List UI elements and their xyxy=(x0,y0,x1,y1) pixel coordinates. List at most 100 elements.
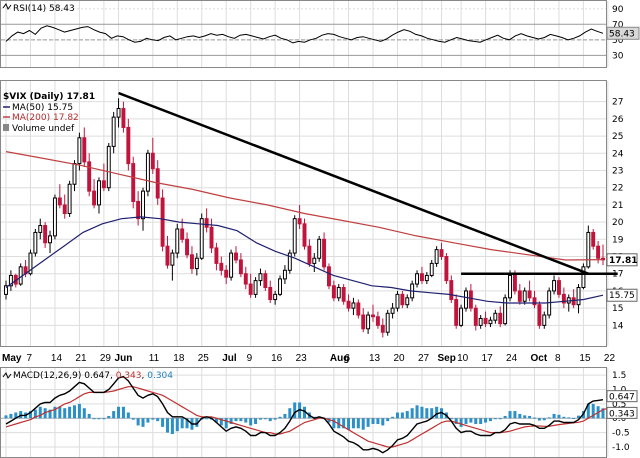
candle-body-23 xyxy=(116,108,121,118)
macd-hist-bar-51 xyxy=(254,418,258,424)
candle-body-1 xyxy=(8,274,13,287)
macd-hist-bar-13 xyxy=(68,406,72,419)
macd-hist-bar-58 xyxy=(288,408,292,419)
x-tick-label-23: 23 xyxy=(296,353,308,364)
macd-hist-bar-117 xyxy=(577,415,581,419)
candle-body-11 xyxy=(57,197,62,206)
macd-tick-0.5: 0.5 xyxy=(612,400,626,410)
candle-body-45 xyxy=(224,269,229,278)
x-tick-label-7: 7 xyxy=(26,353,32,364)
macd-hist-bar-52 xyxy=(258,418,262,420)
candle-body-25 xyxy=(126,126,131,165)
macd-hist-bar-86 xyxy=(425,408,429,419)
candle-body-73 xyxy=(361,314,366,330)
candle-body-54 xyxy=(268,286,273,301)
macd-hist-bar-101 xyxy=(498,418,502,420)
price-tag-close xyxy=(606,253,638,267)
candle-body-88 xyxy=(434,249,439,264)
candle-body-9 xyxy=(48,235,53,244)
candle-body-16 xyxy=(82,137,87,163)
macd-hist-bar-84 xyxy=(415,405,419,419)
macd-hist-bar-71 xyxy=(351,418,355,429)
macd-tick--1.0: -1.0 xyxy=(612,443,630,453)
x-tick-label-20: 20 xyxy=(393,353,405,364)
macd-hist-bar-120 xyxy=(591,403,595,419)
macd-hist-bar-53 xyxy=(263,418,267,420)
candle-body-37 xyxy=(185,238,190,256)
candle-body-35 xyxy=(175,228,180,254)
candle-body-12 xyxy=(62,204,67,214)
candle-body-50 xyxy=(248,283,253,295)
macd-hist-bar-15 xyxy=(77,403,81,419)
macd-hist-bar-94 xyxy=(464,418,468,424)
x-tick-label-15: 15 xyxy=(579,353,591,364)
candle-body-5 xyxy=(28,252,33,275)
macd-hist-bar-7 xyxy=(38,406,42,419)
candle-body-14 xyxy=(72,163,77,185)
volume-legend-text: Volume undef xyxy=(12,124,75,134)
macd-hist-bar-106 xyxy=(523,415,527,419)
macd-hist-bar-57 xyxy=(283,413,287,419)
candle-body-81 xyxy=(400,293,405,306)
candle-body-51 xyxy=(253,280,258,295)
ma50-legend-text: MA(50) 15.75 xyxy=(12,103,73,113)
macd-hist-bar-34 xyxy=(170,418,174,435)
macd-hist-bar-79 xyxy=(391,416,395,419)
macd-hist-bar-119 xyxy=(586,403,590,419)
x-tick-label-21: 21 xyxy=(75,353,87,364)
candle-body-87 xyxy=(429,262,434,276)
macd-hist-bar-45 xyxy=(224,418,228,429)
macd-hist-bar-5 xyxy=(28,411,32,419)
macd-tick-0.0: 0.0 xyxy=(612,414,627,424)
price-tick-19: 19 xyxy=(612,235,624,245)
price-tick-20: 20 xyxy=(612,218,624,228)
macd-hist-bar-55 xyxy=(273,418,277,420)
macd-tick-1.5: 1.5 xyxy=(612,371,626,381)
candle-body-78 xyxy=(385,312,390,333)
candle-body-6 xyxy=(33,231,38,254)
rsi-series xyxy=(5,25,604,44)
candle-body-33 xyxy=(165,245,170,266)
macd-hist-bar-61 xyxy=(303,406,306,419)
macd-hist-bar-22 xyxy=(112,411,116,419)
macd-hist-bar-39 xyxy=(195,418,199,427)
candle-body-109 xyxy=(537,304,542,326)
macd-hist-bar-99 xyxy=(488,418,492,422)
ma50-line xyxy=(5,216,604,304)
macd-hist-bar-109 xyxy=(537,418,541,421)
macd-hist-bar-8 xyxy=(43,408,47,419)
macd-hist-bar-19 xyxy=(97,418,101,420)
macd-hist-bar-37 xyxy=(185,418,189,429)
rsi-tick-90: 90 xyxy=(612,5,624,15)
candle-body-55 xyxy=(273,293,278,301)
candle-body-91 xyxy=(449,280,454,301)
macd-hist-bar-81 xyxy=(400,412,404,419)
macd-hist-bar-59 xyxy=(293,402,297,419)
x-tick-label-jun: Jun xyxy=(115,353,133,364)
price-tick-22: 22 xyxy=(612,184,623,194)
macd-hist-bar-88 xyxy=(435,406,439,419)
candle-body-79 xyxy=(390,307,395,314)
macd-hist-bar-36 xyxy=(180,418,184,429)
macd-hist-bar-11 xyxy=(58,406,62,419)
macd-hist-bar-12 xyxy=(63,408,67,419)
candle-body-57 xyxy=(282,269,287,280)
candle-body-106 xyxy=(522,290,527,302)
price-tick-24: 24 xyxy=(612,149,624,159)
rsi-legend: RSI(14) 58.43 xyxy=(2,2,75,14)
candle-body-44 xyxy=(219,262,224,271)
candle-body-17 xyxy=(87,161,92,192)
x-tick-label-8: 8 xyxy=(555,353,561,364)
trendline-0 xyxy=(118,91,589,275)
macd-hist-bar-56 xyxy=(278,416,282,419)
candle-body-100 xyxy=(493,312,498,321)
x-tick-label-11: 11 xyxy=(149,353,160,364)
macd-hist-bar-96 xyxy=(474,418,478,424)
candle-body-7 xyxy=(38,225,43,233)
candle-body-85 xyxy=(419,273,424,282)
macd-hist-bar-28 xyxy=(141,418,145,427)
candle-body-82 xyxy=(405,297,410,306)
candle-body-36 xyxy=(180,228,185,240)
candle-body-74 xyxy=(366,314,371,330)
candle-body-101 xyxy=(498,312,503,325)
